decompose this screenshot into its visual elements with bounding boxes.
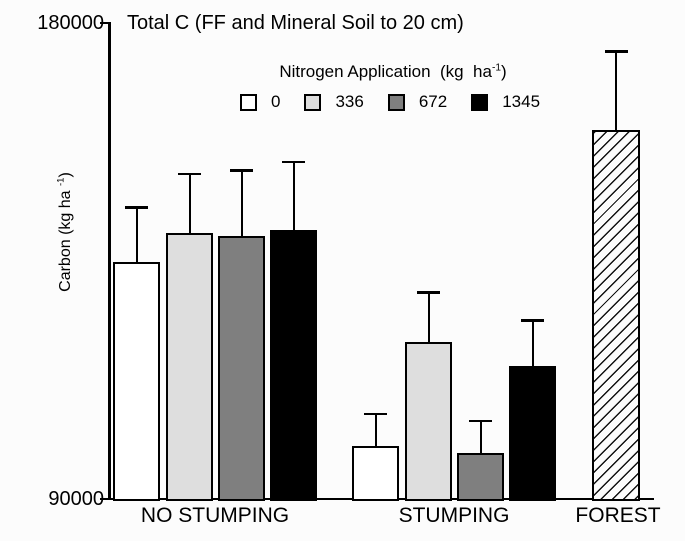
x-category-stumping: STUMPING <box>398 504 510 527</box>
error-bar-no-stumping-0 <box>135 207 138 266</box>
legend-label-336: 336 <box>335 92 364 111</box>
bar-forest-forest <box>592 129 640 501</box>
error-bar-no-stumping-336 <box>188 173 191 236</box>
legend-item-0: 0 <box>240 92 280 112</box>
y-axis-label-close-paren: ) <box>57 172 74 178</box>
legend-title-close-paren: ) <box>501 62 507 81</box>
legend-label-1345: 1345 <box>502 92 541 111</box>
y-axis-label-text: Carbon (kg ha <box>57 186 74 292</box>
legend-title: Nitrogen Application (kg ha-1) <box>279 62 506 82</box>
legend-label-0: 0 <box>271 92 281 111</box>
legend-swatch-672 <box>387 93 405 111</box>
error-bar-cap-forest-forest <box>604 50 628 53</box>
legend-item-336: 336 <box>304 92 364 112</box>
error-bar-cap-no-stumping-1345 <box>282 160 305 164</box>
legend-title-superscript: -1 <box>491 62 502 74</box>
error-bar-forest-forest <box>615 51 617 133</box>
bar-stumping-336 <box>405 341 452 501</box>
bar-no-stumping-0 <box>113 262 160 501</box>
bar-stumping-1345 <box>509 366 556 501</box>
bar-no-stumping-1345 <box>270 229 317 501</box>
legend-swatch-1345 <box>471 93 489 111</box>
x-category-forest: FOREST <box>575 504 661 527</box>
error-bar-no-stumping-1345 <box>292 161 295 233</box>
chart-title: Total C (FF and Mineral Soil to 20 cm) <box>127 12 464 34</box>
legend: 0 336 672 1345 <box>240 92 540 112</box>
error-bar-cap-no-stumping-0 <box>125 206 148 209</box>
y-tick-label-max: 180000 <box>37 12 104 34</box>
error-bar-cap-no-stumping-336 <box>178 172 201 176</box>
legend-swatch-0 <box>240 93 257 111</box>
y-tick-label-min: 90000 <box>48 488 104 510</box>
bar-stumping-0 <box>352 446 399 501</box>
y-axis-label-superscript: -1 <box>55 177 67 187</box>
y-axis-tick-bottom <box>100 497 109 500</box>
error-bar-cap-stumping-0 <box>364 412 387 416</box>
y-axis-label: Carbon (kg ha -1) <box>55 172 75 292</box>
bar-no-stumping-336 <box>166 232 213 501</box>
x-category-no-stumping: NO STUMPING <box>140 504 290 527</box>
error-bar-cap-stumping-672 <box>469 419 492 423</box>
legend-item-1345: 1345 <box>471 92 540 112</box>
error-bar-stumping-672 <box>479 420 482 456</box>
y-axis-line <box>108 22 111 500</box>
bar-no-stumping-672 <box>218 236 265 501</box>
error-bar-stumping-336 <box>427 292 430 345</box>
error-bar-no-stumping-672 <box>240 170 243 240</box>
error-bar-cap-stumping-1345 <box>521 319 544 322</box>
error-bar-stumping-0 <box>374 413 377 450</box>
y-axis-tick-top <box>100 22 109 24</box>
bar-stumping-672 <box>457 452 504 501</box>
error-bar-cap-stumping-336 <box>417 291 440 294</box>
legend-title-text: Nitrogen Application (kg ha <box>279 62 492 81</box>
error-bar-cap-no-stumping-672 <box>230 169 253 172</box>
legend-item-672: 672 <box>387 92 448 112</box>
legend-swatch-336 <box>304 93 322 111</box>
error-bar-stumping-1345 <box>531 320 534 370</box>
legend-label-672: 672 <box>418 92 448 111</box>
